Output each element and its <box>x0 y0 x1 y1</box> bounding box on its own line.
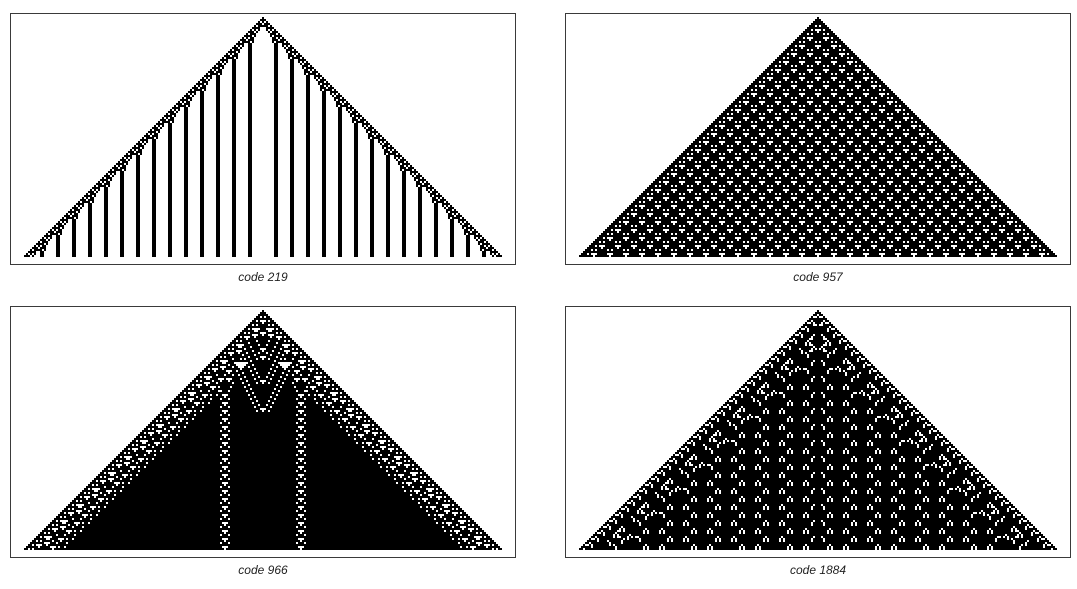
panel-caption: code 219 <box>238 270 288 284</box>
ca-pattern-panel-code-1884 <box>565 306 1071 558</box>
ca-pattern-canvas <box>11 307 515 557</box>
ca-pattern-panel-code-966 <box>10 306 516 558</box>
ca-pattern-panel-code-957 <box>565 13 1071 265</box>
panel-caption: code 957 <box>793 270 843 284</box>
ca-pattern-canvas <box>566 14 1070 264</box>
panel-caption: code 966 <box>238 563 288 577</box>
panel-caption: code 1884 <box>789 563 847 577</box>
ca-pattern-canvas <box>11 14 515 264</box>
ca-pattern-canvas <box>566 307 1070 557</box>
ca-pattern-panel-code-219 <box>10 13 516 265</box>
